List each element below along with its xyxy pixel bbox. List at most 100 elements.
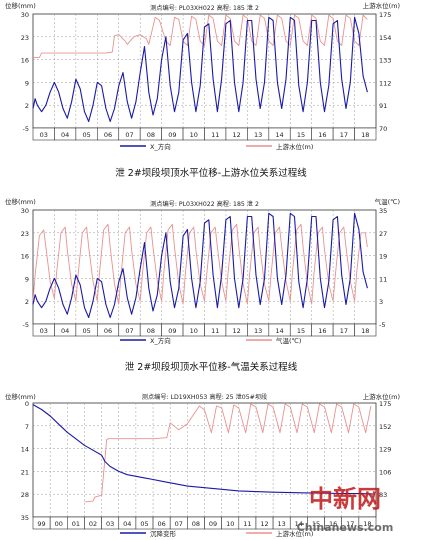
y-right-tick-label: 19: [379, 253, 387, 261]
y-left-tick-label: 9: [25, 275, 29, 283]
x-tick-label: 10: [190, 327, 198, 335]
y-left-tick-label: 2: [25, 298, 29, 306]
y-left-tick-label: 14: [21, 446, 29, 454]
x-tick-label: 04: [61, 131, 69, 139]
chart-displacement-vs-temperature: 30 23 16 9 2 -5 35 27 19 11 3 -5 03 04 05 06 07 08 09 10 11 1…: [5, 197, 400, 345]
x-tick-label: 03: [40, 131, 48, 139]
legend-label-primary: X_方向: [150, 142, 171, 151]
x-tick-label: 15: [297, 327, 305, 335]
y-left-tick-label: 35: [21, 514, 29, 522]
x-tick-label: 02: [89, 520, 97, 528]
x-tick-label: 04: [61, 327, 69, 335]
y-left-tick-label: 9: [25, 79, 29, 87]
y-left-tick-label: 0: [25, 400, 29, 408]
x-tick-label: 08: [147, 131, 155, 139]
y-left-axis-title: 位移(mm): [5, 1, 36, 10]
y-left-tick-label: 21: [21, 468, 29, 476]
y-right-tick-label: 83: [379, 491, 387, 499]
x-tick-label: 05: [82, 327, 90, 335]
x-tick-label: 08: [147, 327, 155, 335]
y-left-axis-title: 位移(mm): [5, 392, 36, 401]
legend-label-secondary: 上游水位(m): [276, 529, 313, 538]
x-tick-label: 12: [233, 131, 241, 139]
x-tick-label: 18: [363, 520, 371, 528]
legend-label-primary: 沉降变形: [150, 529, 177, 538]
x-tick-label: 07: [175, 520, 183, 528]
x-tick-label: 17: [340, 131, 348, 139]
chart-header-text: 测点编号: PL03XH022 高程: 185 泄 2: [150, 4, 259, 12]
watermark-url: Chinanews.com: [297, 521, 394, 534]
x-tick-label: 99: [37, 520, 45, 528]
y-right-tick-label: 129: [379, 446, 391, 454]
y-right-axis-title: 上游水位(m): [363, 1, 400, 10]
x-tick-label: 16: [329, 520, 337, 528]
x-tick-label: 00: [55, 520, 63, 528]
x-tick-label: 14: [295, 520, 303, 528]
x-tick-label: 15: [312, 520, 320, 528]
chart2-caption: 泄 2#坝段坝顶水平位移-气温关系过程线: [125, 361, 298, 373]
y-right-axis-title: 气温(℃): [375, 197, 400, 206]
x-tick-cell: [358, 516, 377, 530]
series-line-secondary: [84, 403, 372, 503]
legend-label-secondary: 上游水位(m): [276, 142, 313, 151]
series-line-primary: [32, 212, 368, 319]
x-tick-label: 18: [361, 327, 369, 335]
x-tick-label: 06: [157, 520, 165, 528]
y-right-tick-label: 152: [379, 423, 391, 431]
y-right-tick-label: 27: [379, 230, 387, 238]
series-line-primary: [32, 404, 373, 495]
x-tick-label: 03: [106, 520, 114, 528]
x-tick-label: 13: [254, 327, 262, 335]
y-right-tick-label: 175: [379, 11, 391, 19]
y-right-tick-label: 133: [379, 57, 391, 65]
y-left-tick-label: 7: [25, 423, 29, 431]
x-tick-label: 09: [168, 131, 176, 139]
y-left-tick-label: 23: [21, 230, 29, 238]
y-left-tick-label: 28: [21, 491, 29, 499]
y-left-tick-label: 23: [21, 34, 29, 42]
chart-displacement-vs-water-level: 30 23 16 9 2 -5 175 154 133 112 91 70 03 04 05 06 07 08 09…: [5, 1, 400, 151]
y-right-tick-label: 35: [379, 207, 387, 215]
x-tick-label: 15: [297, 131, 305, 139]
x-tick-label: 07: [125, 131, 133, 139]
y-left-tick-label: 16: [21, 253, 29, 261]
y-left-axis-title: 位移(mm): [5, 197, 36, 206]
x-tick-label: 07: [125, 327, 133, 335]
y-left-tick-label: 30: [21, 11, 29, 19]
x-tick-cell: [354, 127, 377, 141]
x-tick-label: 05: [82, 131, 90, 139]
x-tick-label: 16: [318, 327, 326, 335]
chart1-caption: 泄 2#坝段坝顶水平位移-上游水位关系过程线: [115, 167, 307, 179]
watermark-brand: 中新网: [309, 485, 381, 513]
x-tick-label: 08: [192, 520, 200, 528]
y-left-tick-label: 16: [21, 57, 29, 65]
x-tick-label: 09: [168, 327, 176, 335]
y-right-tick-label: 91: [379, 102, 387, 110]
y-right-tick-label: -5: [379, 321, 385, 329]
x-tick-label: 18: [361, 131, 369, 139]
y-right-tick-label: 175: [379, 400, 391, 408]
y-right-tick-label: 3: [379, 298, 383, 306]
x-tick-label: 11: [243, 520, 251, 528]
x-tick-label: 17: [346, 520, 354, 528]
x-tick-label: 13: [254, 131, 262, 139]
x-tick-label: 11: [211, 327, 219, 335]
x-tick-label: 09: [209, 520, 217, 528]
x-tick-label: 03: [40, 327, 48, 335]
y-right-tick-label: 11: [379, 275, 387, 283]
x-tick-label: 14: [275, 327, 283, 335]
legend-label-primary: X_方向: [150, 336, 171, 345]
x-tick-label: 06: [104, 131, 112, 139]
legend-label-secondary: 气温(℃): [276, 336, 301, 345]
x-tick-label: 17: [340, 327, 348, 335]
x-tick-label: 04: [123, 520, 131, 528]
x-tick-label: 12: [233, 327, 241, 335]
x-tick-label: 01: [72, 520, 80, 528]
y-left-tick-label: 30: [21, 207, 29, 215]
x-tick-cell: [354, 323, 377, 337]
y-right-tick-label: 112: [379, 79, 391, 87]
y-left-tick-label: -5: [23, 321, 29, 329]
x-tick-label: 11: [211, 131, 219, 139]
